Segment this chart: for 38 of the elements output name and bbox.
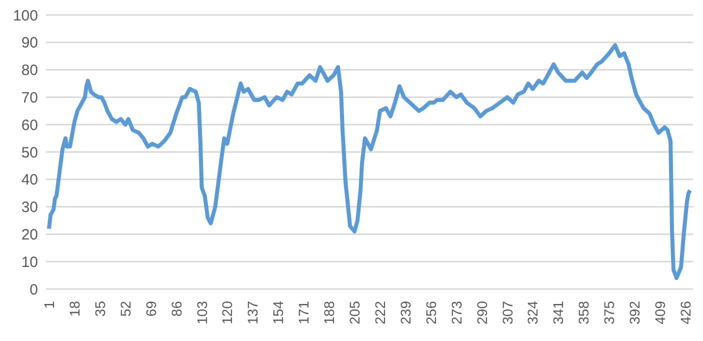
x-tick-label: 18 [66,300,82,317]
x-tick-label: 205 [346,300,363,324]
x-tick-label: 273 [448,300,464,324]
y-tick-label: 40 [21,172,38,189]
x-tick-label: 375 [601,300,618,324]
y-tick-label: 100 [12,7,38,24]
x-tick-label: 86 [168,300,184,317]
y-tick-label: 20 [21,226,38,244]
x-tick-label: 154 [270,300,286,324]
line-series [46,43,692,280]
x-tick-label: 341 [550,300,566,324]
y-tick-label: 50 [21,144,38,162]
x-tick-label: 188 [321,300,338,324]
x-tick-label: 392 [626,300,643,324]
x-tick-label: 426 [678,300,694,324]
x-tick-label: 120 [219,300,236,324]
x-tick-label: 52 [117,300,134,317]
x-tick-label: 324 [524,300,541,324]
x-tick-label: 222 [372,300,388,324]
x-tick-label: 171 [296,300,312,324]
x-tick-label: 358 [576,300,592,324]
x-tick-label: 35 [92,300,108,317]
y-tick-label: 0 [30,281,38,298]
y-tick-label: 30 [21,199,38,216]
x-tick-label: 239 [397,300,414,324]
x-tick-label: 69 [142,300,159,317]
y-tick-label: 80 [21,62,38,80]
x-tick-label: 409 [652,300,668,324]
x-tick-label: 103 [194,300,210,324]
x-tick-label: 137 [244,300,261,324]
y-tick-label: 60 [21,116,38,134]
y-tick-label: 70 [21,90,38,107]
x-tick-label: 256 [422,300,439,324]
y-tick-label: 10 [21,254,38,271]
y-tick-label: 90 [21,34,38,52]
x-tick-label: 1 [40,300,57,309]
x-tick-label: 307 [499,300,516,324]
x-tick-label: 290 [474,300,490,324]
